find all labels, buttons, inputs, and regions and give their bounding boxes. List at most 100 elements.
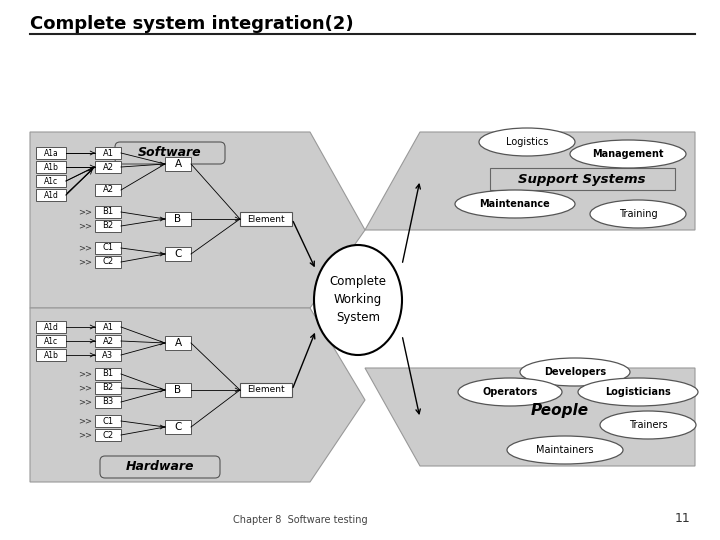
Bar [95,220,121,232]
Text: A: A [174,159,181,169]
Ellipse shape [314,245,402,355]
Text: Element: Element [247,214,285,224]
Text: B: B [174,214,181,224]
Text: A2: A2 [102,163,114,172]
Text: A1b: A1b [44,350,58,360]
Bar [95,349,121,361]
Text: A1d: A1d [44,191,58,199]
Bar [165,420,191,434]
Text: Maintenance: Maintenance [480,199,550,209]
Polygon shape [30,308,365,482]
Text: Complete
Working
System: Complete Working System [330,275,387,325]
Bar [490,168,675,190]
Text: >>: >> [78,416,92,426]
Text: B1: B1 [102,207,114,217]
Text: A: A [174,338,181,348]
Bar [36,335,66,347]
Text: B: B [174,385,181,395]
Ellipse shape [570,140,686,168]
Bar [95,206,121,218]
Text: Complete system integration(2): Complete system integration(2) [30,15,354,33]
Bar [165,383,191,397]
Bar [165,336,191,350]
Bar [95,382,121,394]
Text: People: People [531,402,589,417]
Text: Training: Training [618,209,657,219]
Ellipse shape [458,378,562,406]
Text: A1d: A1d [44,322,58,332]
Text: >>: >> [78,369,92,379]
Bar [95,256,121,268]
Bar [36,321,66,333]
Text: A1: A1 [102,322,114,332]
Ellipse shape [600,411,696,439]
FancyBboxPatch shape [115,142,225,164]
Text: Logisticians: Logisticians [605,387,671,397]
Bar [36,189,66,201]
Text: B2: B2 [102,221,114,231]
Text: A2: A2 [102,186,114,194]
Text: B1: B1 [102,369,114,379]
Text: Support Systems: Support Systems [518,172,646,186]
Bar [36,349,66,361]
Text: A1c: A1c [44,336,58,346]
Bar [95,147,121,159]
Bar [240,212,292,226]
Text: C2: C2 [102,258,114,267]
Bar [95,161,121,173]
Text: Developers: Developers [544,367,606,377]
Ellipse shape [578,378,698,406]
Bar [95,415,121,427]
Polygon shape [365,368,695,466]
Bar [95,321,121,333]
Bar [95,396,121,408]
Ellipse shape [520,358,630,386]
Text: B2: B2 [102,383,114,393]
Bar [95,335,121,347]
Text: >>: >> [78,207,92,217]
Text: C1: C1 [102,244,114,253]
Text: >>: >> [78,430,92,440]
Text: A2: A2 [102,336,114,346]
Text: Hardware: Hardware [126,461,194,474]
Bar [36,147,66,159]
Ellipse shape [507,436,623,464]
Bar [165,157,191,171]
Text: A3: A3 [102,350,114,360]
Text: Maintainers: Maintainers [536,445,594,455]
Text: >>: >> [78,397,92,407]
Text: Element: Element [247,386,285,395]
Text: A1b: A1b [44,163,58,172]
Text: C: C [174,422,181,432]
Text: A1c: A1c [44,177,58,186]
Bar [36,175,66,187]
Text: C2: C2 [102,430,114,440]
Text: B3: B3 [102,397,114,407]
Ellipse shape [479,128,575,156]
Text: Software: Software [138,146,202,159]
Text: >>: >> [78,383,92,393]
Text: C: C [174,249,181,259]
Text: A1a: A1a [44,148,58,158]
Bar [165,247,191,261]
Text: >>: >> [78,244,92,253]
Text: Trainers: Trainers [629,420,667,430]
Text: 11: 11 [674,512,690,525]
Text: >>: >> [78,221,92,231]
Bar [36,161,66,173]
Text: Chapter 8  Software testing: Chapter 8 Software testing [233,515,367,525]
Ellipse shape [590,200,686,228]
Ellipse shape [455,190,575,218]
Polygon shape [365,132,695,230]
Text: Management: Management [593,149,664,159]
FancyBboxPatch shape [100,456,220,478]
Text: Operators: Operators [482,387,538,397]
Polygon shape [30,132,365,308]
Text: >>: >> [78,258,92,267]
Bar [240,383,292,397]
Bar [165,212,191,226]
Bar [95,429,121,441]
Bar [95,184,121,196]
Text: C1: C1 [102,416,114,426]
Bar [95,368,121,380]
